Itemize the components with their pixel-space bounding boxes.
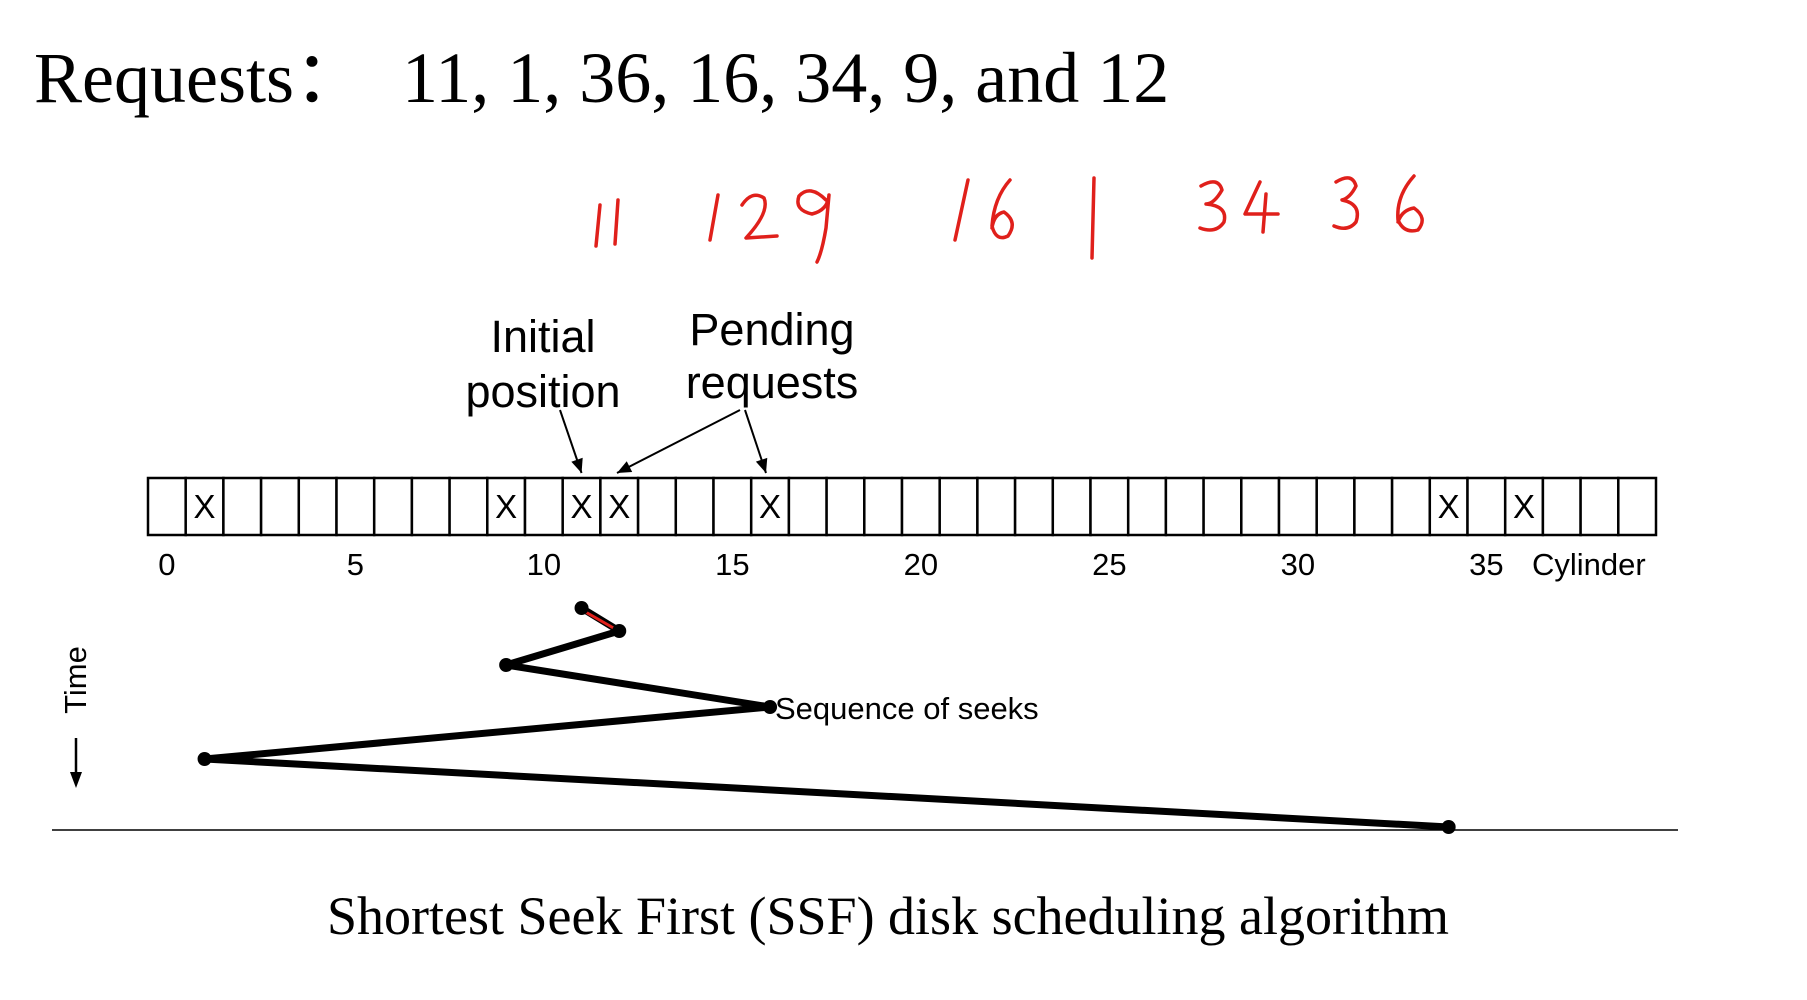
handwriting-stroke bbox=[1261, 192, 1268, 234]
cylinder-cell bbox=[335, 476, 376, 537]
handwritten-order bbox=[594, 174, 1424, 264]
cylinder-cell bbox=[863, 476, 904, 537]
cylinder-tick-label: 30 bbox=[1281, 547, 1315, 582]
cylinder-cell bbox=[1051, 476, 1092, 537]
pointer-arrow bbox=[616, 409, 741, 474]
cylinder-cell bbox=[712, 476, 753, 537]
pending-label-line1: Pending bbox=[689, 304, 854, 355]
cylinder-cell bbox=[372, 476, 414, 537]
cylinder-cell bbox=[674, 476, 715, 537]
cylinder-ticks: 0 5 10 15 20 25 30 35 bbox=[158, 547, 1503, 582]
request-mark: X bbox=[1513, 488, 1535, 525]
cylinder-cell bbox=[1089, 476, 1130, 537]
cylinder-cell bbox=[749, 476, 791, 537]
cylinder-cell bbox=[146, 476, 187, 537]
cylinder-cell bbox=[410, 476, 451, 537]
cylinder-tick-label: 10 bbox=[527, 547, 561, 582]
figure-caption: Shortest Seek First (SSF) disk schedulin… bbox=[326, 886, 1449, 946]
cylinder-cell bbox=[976, 476, 1017, 537]
handwriting-stroke bbox=[796, 189, 831, 264]
cylinder-tick-label: 20 bbox=[904, 547, 938, 582]
time-axis: Time bbox=[58, 646, 93, 788]
cylinder-cell bbox=[1428, 476, 1469, 537]
request-mark: X bbox=[571, 488, 593, 525]
seek-point bbox=[612, 624, 627, 638]
handwriting-stroke bbox=[1396, 174, 1424, 233]
cylinder-cell bbox=[1466, 476, 1507, 537]
seek-point bbox=[197, 752, 212, 766]
handwriting-stroke bbox=[613, 198, 620, 246]
cylinder-tick-label: 15 bbox=[715, 547, 749, 582]
cylinder-cell bbox=[825, 476, 866, 537]
handwriting-stroke bbox=[740, 193, 779, 240]
cylinder-cell bbox=[448, 476, 489, 537]
cylinder-cell bbox=[1315, 476, 1356, 537]
seek-path bbox=[197, 601, 1456, 834]
seek-point bbox=[763, 700, 778, 714]
label-arrows bbox=[559, 409, 768, 474]
cylinder-cell bbox=[1541, 476, 1582, 537]
handwriting-stroke bbox=[1090, 176, 1096, 260]
seek-point bbox=[1441, 820, 1456, 834]
arrow-head bbox=[755, 457, 768, 473]
cylinder-cell bbox=[259, 476, 301, 537]
arrow-head bbox=[617, 461, 633, 473]
cylinder-cell bbox=[900, 476, 941, 537]
handwriting-stroke bbox=[1198, 180, 1227, 232]
request-mark: X bbox=[1438, 488, 1460, 525]
cylinder-cell bbox=[222, 476, 263, 537]
cylinder-cell bbox=[787, 476, 828, 537]
cylinder-cell bbox=[1240, 476, 1281, 537]
request-mark: X bbox=[495, 488, 517, 525]
seek-point bbox=[499, 658, 514, 672]
cylinder-tick-label: 0 bbox=[158, 547, 175, 582]
cylinder-cell bbox=[599, 476, 640, 537]
cylinder-cell bbox=[1277, 476, 1318, 537]
request-mark: X bbox=[759, 488, 781, 525]
cylinder-cell bbox=[1579, 476, 1620, 537]
cylinder-cell bbox=[1503, 476, 1545, 537]
cylinder-cell bbox=[523, 476, 564, 537]
cylinder-cell bbox=[1390, 476, 1432, 537]
cylinder-cell bbox=[1126, 476, 1168, 537]
handwritten-seek-tick bbox=[584, 610, 616, 631]
cylinder-cell bbox=[1013, 476, 1055, 537]
cylinder-axis-label: Cylinder bbox=[1532, 547, 1646, 582]
cylinder-cell bbox=[1202, 476, 1243, 537]
seek-point bbox=[574, 601, 589, 615]
cylinder-cell bbox=[1617, 476, 1658, 537]
cylinder-tick-label: 5 bbox=[347, 547, 364, 582]
cylinder-tick-label: 25 bbox=[1092, 547, 1126, 582]
requests-title: Requests： 11, 1, 36, 16, 34, 9, and 12 bbox=[34, 38, 1170, 118]
pending-label-line2: requests bbox=[686, 357, 859, 408]
cylinder-tick-label: 35 bbox=[1469, 547, 1503, 582]
request-mark: X bbox=[608, 488, 630, 525]
handwriting-stroke bbox=[990, 178, 1014, 240]
initial-label-line1: Initial bbox=[490, 311, 595, 362]
arrow-head bbox=[571, 457, 583, 473]
cylinder-cell bbox=[938, 476, 979, 537]
time-label: Time bbox=[58, 646, 93, 714]
request-mark: X bbox=[194, 488, 216, 525]
handwriting-stroke bbox=[953, 178, 970, 242]
initial-label-line2: position bbox=[465, 366, 620, 417]
handwriting-stroke bbox=[1332, 176, 1360, 230]
handwriting-stroke bbox=[594, 203, 602, 248]
handwriting-stroke bbox=[1243, 180, 1280, 216]
handwriting-stroke bbox=[708, 193, 720, 242]
seek-sequence-label: Sequence of seeks bbox=[775, 691, 1039, 726]
cylinder-cell bbox=[297, 476, 338, 537]
cylinder-cell bbox=[636, 476, 678, 537]
cylinder-cell bbox=[1164, 476, 1205, 537]
cylinder-cell bbox=[1353, 476, 1394, 537]
